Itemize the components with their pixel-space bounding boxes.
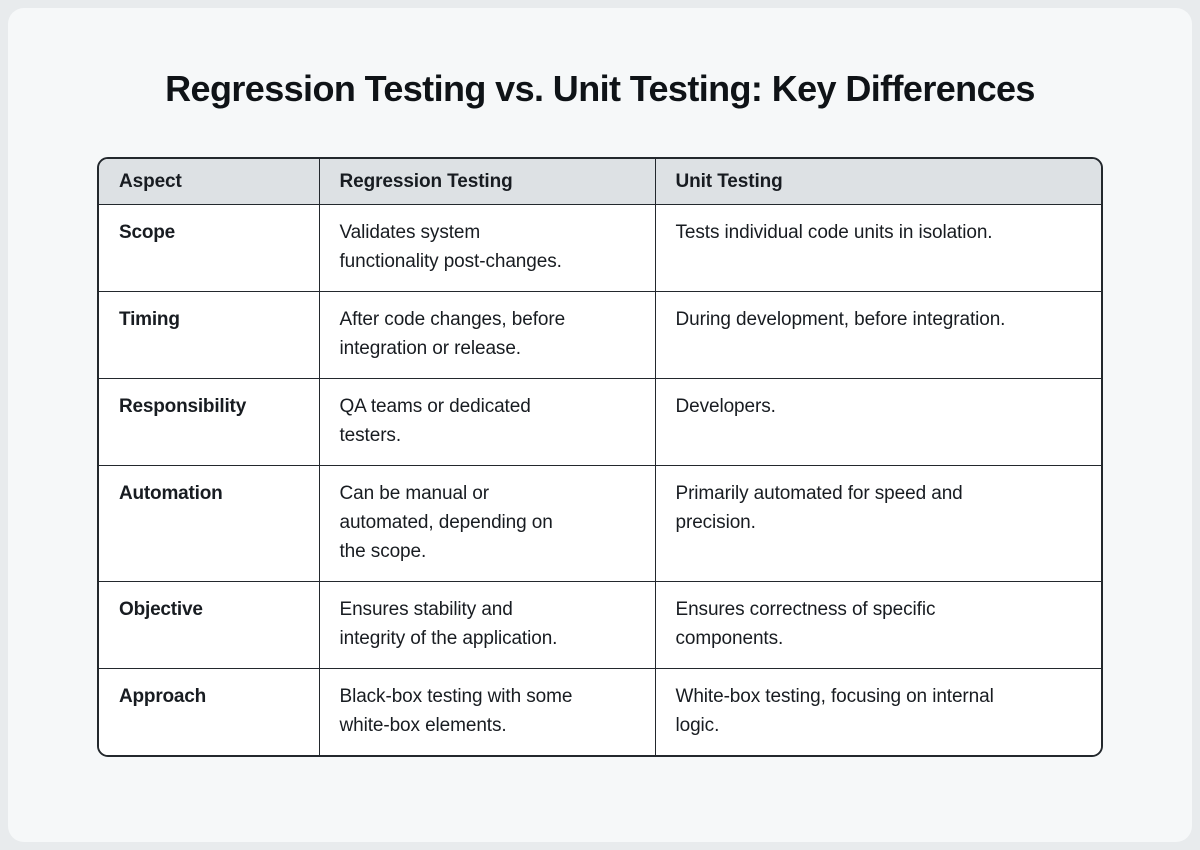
aspect-cell: Objective [99,581,320,669]
content-card: Regression Testing vs. Unit Testing: Key… [8,8,1192,842]
unit-testing-cell: During development, before integration. [654,291,1101,379]
unit-testing-cell: Primarily automated for speed and precis… [654,465,1101,582]
unit-testing-cell: Ensures correctness of specific componen… [654,581,1101,669]
page-title: Regression Testing vs. Unit Testing: Key… [165,68,1035,109]
aspect-cell: Automation [99,465,320,582]
comparison-table: Aspect Regression Testing Unit Testing S… [97,157,1103,757]
column-header-aspect: Aspect [99,159,320,205]
table-row-objective: Objective Ensures stability and integrity… [99,581,1101,669]
aspect-cell: Timing [99,291,320,379]
table-row-responsibility: Responsibility QA teams or dedicated test… [99,378,1101,466]
aspect-cell: Scope [99,204,320,292]
regression-testing-cell: QA teams or dedicated testers. [318,378,656,466]
unit-testing-cell: Tests individual code units in isolation… [654,204,1101,292]
table-row-scope: Scope Validates system functionality post… [99,204,1101,292]
comparison-table-grid: Aspect Regression Testing Unit Testing S… [99,159,1101,755]
aspect-cell: Responsibility [99,378,320,466]
regression-testing-cell: Can be manual or automated, depending on… [318,465,656,582]
table-header-row: Aspect Regression Testing Unit Testing [99,159,1101,205]
table-row-timing: Timing After code changes, before integra… [99,291,1101,379]
regression-testing-cell: Validates system functionality post-chan… [318,204,656,292]
column-header-regression-testing: Regression Testing [318,159,656,205]
regression-testing-cell: After code changes, before integration o… [318,291,656,379]
column-header-unit-testing: Unit Testing [654,159,1101,205]
table-row-automation: Automation Can be manual or automated, de… [99,465,1101,582]
regression-testing-cell: Ensures stability and integrity of the a… [318,581,656,669]
unit-testing-cell: Developers. [654,378,1101,466]
regression-testing-cell: Black-box testing with some white-box el… [318,668,656,755]
table-row-approach: Approach Black-box testing with some whit… [99,668,1101,755]
unit-testing-cell: White-box testing, focusing on internal … [654,668,1101,755]
aspect-cell: Approach [99,668,320,755]
